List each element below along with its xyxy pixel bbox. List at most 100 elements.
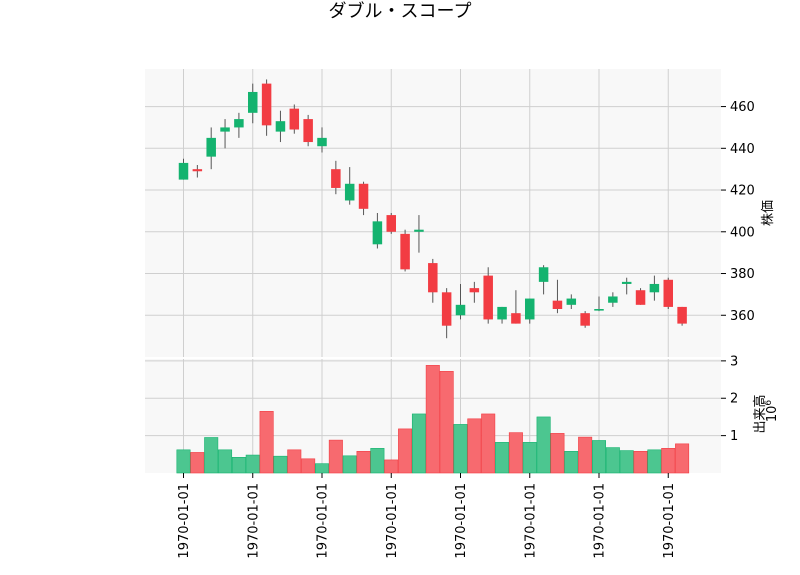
x-tick-label: 1970-01-01 [662,483,677,559]
candle-body [220,127,230,132]
price-tick-label: 380 [730,267,755,282]
candle-body [525,298,535,320]
candle-body [580,313,590,326]
candle-body [441,292,452,326]
candle-body [386,215,396,232]
volume-bar [328,439,343,474]
chart-title: ダブル・スコープ [329,0,472,22]
volume-bar [356,451,371,474]
volume-bar [605,447,620,474]
candle-body [372,221,383,245]
x-tick-label: 1970-01-01 [246,483,261,559]
candle-body [192,169,203,172]
candle-body [261,83,272,126]
candle-body [621,281,632,284]
candle-body [483,275,493,320]
candle-body [331,169,341,188]
volume-axis-label: 出来高 [752,394,768,433]
volume-bar [633,451,648,474]
candle-body [594,309,604,311]
price-axis-label: 株価 [761,200,776,226]
volume-bar [342,455,357,474]
volume-scale-exponent: 6 [764,400,774,406]
volume-bar [301,458,316,474]
volume-bar [508,432,523,474]
volume-bar [218,449,233,474]
volume-bar [231,457,246,474]
volume-tick-label: 2 [730,392,738,407]
volume-bar [287,449,302,474]
x-tick-label: 1970-01-01 [177,483,192,559]
x-tick-label: 1970-01-01 [593,483,608,559]
candle-body [275,121,286,132]
candle-body [511,313,521,324]
volume-bar [453,424,468,474]
x-axis-ticks: 1970-01-01 1970-01-01 1970-01-01 1970-01-01… [177,473,677,559]
volume-tick-label: 3 [730,354,738,369]
candle-body [289,108,300,130]
x-tick-label: 1970-01-01 [385,483,400,559]
volume-bar [398,428,413,474]
volume-bar [370,448,385,474]
candle-body [455,304,466,316]
volume-bar [439,371,454,474]
candle-body [303,119,313,143]
volume-bar [425,365,440,474]
volume-bar [647,449,662,474]
volume-bar [204,437,219,474]
candle-body [677,306,687,324]
candle-body [206,137,216,157]
volume-bar [273,455,288,474]
volume-bar [190,452,205,474]
volume-bars [176,365,690,474]
volume-bar [578,436,593,474]
volume-bar [619,450,634,474]
candle-body [538,267,549,282]
candle-body [649,283,660,293]
volume-bar [411,413,426,474]
volume-bar [467,418,482,474]
candle-body [414,229,424,232]
candle-body [635,290,646,305]
candle-body [178,162,189,180]
volume-bar [259,411,274,474]
candlesticks [178,79,687,339]
candle-body [317,137,327,147]
volume-bar [564,451,579,474]
volume-bar [661,448,676,474]
volume-bar [176,449,191,474]
price-panel [145,69,721,357]
volume-tick-label: 1 [730,429,738,444]
candle-body [234,119,244,128]
candle-body [608,296,618,303]
volume-scale-label: 106 [764,400,780,423]
volume-bar [384,459,399,474]
price-tick-label: 460 [730,100,755,115]
volume-bar [495,442,510,474]
price-tick-label: 420 [730,184,755,199]
x-tick-label: 1970-01-01 [454,483,469,559]
volume-bar [522,442,537,474]
candle-body [566,298,577,305]
candle-body [497,306,507,320]
volume-bar [550,433,565,474]
volume-bar [314,463,329,474]
price-tick-label: 440 [730,142,755,157]
x-tick-label: 1970-01-01 [316,483,331,559]
price-tick-label: 360 [730,309,755,324]
candle-body [663,279,673,307]
candle-body [400,233,410,270]
candle-body [358,183,369,209]
candle-body [469,288,480,293]
candle-body [428,263,438,293]
candle-body [552,300,563,309]
volume-bar [245,454,260,474]
volume-scale-base: 10 [765,406,780,423]
price-tick-label: 400 [730,225,755,240]
volume-bar [536,416,551,474]
volume-bar [481,413,496,474]
candle-body [344,183,355,201]
volume-bar [675,443,690,474]
x-tick-label: 1970-01-01 [523,483,538,559]
